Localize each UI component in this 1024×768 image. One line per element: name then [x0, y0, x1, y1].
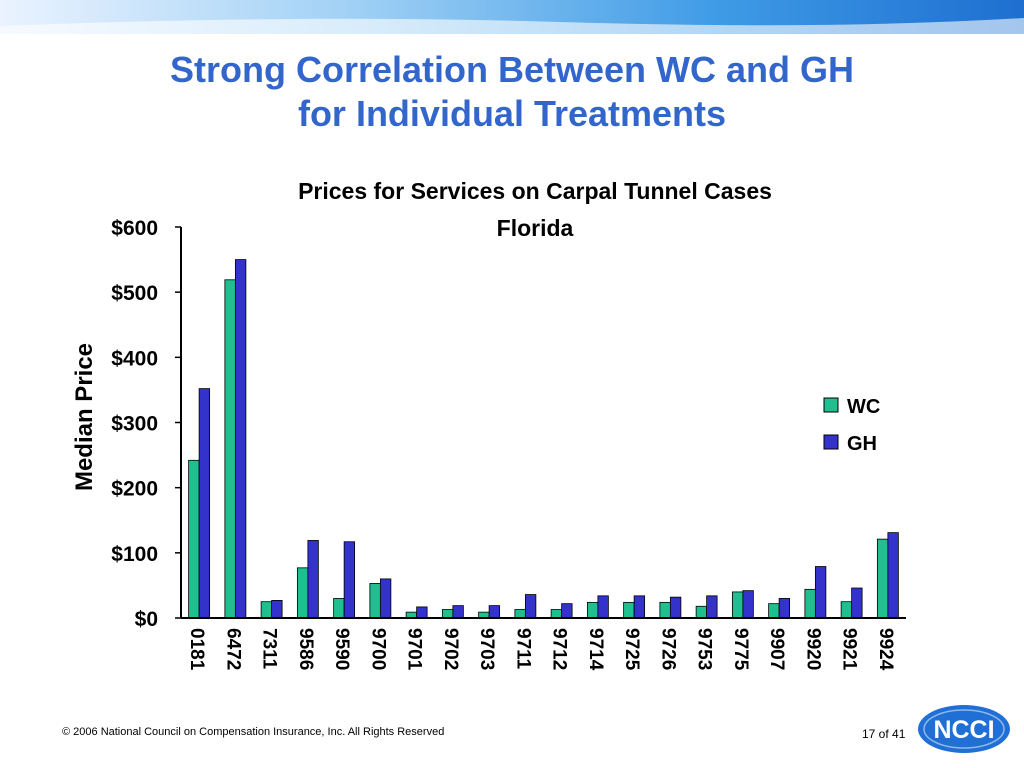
bar-gh-9712 [561, 603, 573, 619]
bar-gh-9753 [706, 595, 718, 619]
page-number: 17 of 41 [862, 727, 906, 741]
legend-swatch-gh [823, 434, 839, 450]
bar-gh-9700 [379, 578, 392, 619]
x-tick-label: 9711 [512, 628, 533, 670]
chart-title: Prices for Services on Carpal Tunnel Cas… [298, 178, 772, 204]
bar-gh-9702 [452, 605, 464, 619]
y-tick-label: $100 [111, 543, 158, 566]
bar-wc-9702 [441, 609, 454, 619]
slide-title-line-1: Strong Correlation Between WC and GH [169, 49, 855, 90]
bar-wc-9725 [623, 601, 635, 619]
y-tick-label: $600 [111, 217, 158, 240]
bar-wc-9726 [659, 601, 671, 619]
x-tick-label: 9924 [875, 628, 896, 671]
bar-gh-9775 [742, 590, 754, 619]
ncci-logo-text: NCCI [933, 716, 994, 744]
bar-gh-9726 [669, 596, 682, 619]
bar-wc-6472 [224, 279, 236, 619]
bar-wc-9924 [876, 538, 889, 619]
bar-wc-9712 [550, 609, 563, 619]
bar-gh-6472 [234, 259, 247, 619]
bar-wc-0181 [188, 459, 200, 619]
y-tick-label: $400 [111, 347, 158, 370]
bar-wc-9907 [768, 603, 780, 619]
x-tick-label: 9921 [839, 628, 860, 671]
bar-wc-9921 [840, 601, 853, 619]
bar-gh-9924 [887, 532, 899, 619]
x-tick-label: 9586 [295, 628, 316, 670]
bar-wc-9920 [804, 588, 816, 619]
bar-gh-9921 [851, 587, 863, 619]
x-tick-label: 9907 [766, 628, 787, 670]
bar-wc-9590 [333, 598, 345, 619]
legend-swatch-wc [823, 397, 839, 413]
x-tick-label: 9726 [657, 628, 678, 670]
bar-gh-9586 [307, 540, 319, 619]
chart-subtitle: Florida [497, 215, 574, 241]
x-tick-label: 9725 [621, 628, 642, 671]
y-tick-label: $500 [111, 282, 158, 305]
top-banner [0, 0, 1024, 34]
bar-gh-9703 [488, 605, 501, 619]
legend-label-gh: GH [847, 433, 877, 455]
bar-gh-9711 [524, 594, 537, 619]
x-tick-label: 9714 [585, 628, 606, 671]
x-tick-label: 9703 [476, 628, 497, 670]
footer-copyright: © 2006 National Council on Compensation … [62, 726, 445, 738]
bar-gh-9701 [416, 606, 428, 619]
bar-gh-9590 [343, 541, 356, 619]
x-tick-label: 6472 [222, 628, 243, 670]
x-tick-label: 7311 [259, 628, 280, 670]
bar-wc-9586 [296, 567, 309, 619]
y-axis: $0 $100 $200 $300 $400 $500 $600 [111, 217, 181, 631]
bar-gh-9920 [814, 566, 827, 619]
x-tick-label: 9775 [730, 628, 751, 671]
bar-gh-9907 [778, 598, 791, 619]
y-tick-label: $300 [111, 413, 158, 436]
ncci-logo: NCCI [918, 705, 1010, 753]
y-axis-label: Median Price [71, 343, 98, 491]
slide-title-line-2: for Individual Treatments [297, 93, 727, 134]
x-tick-label: 9920 [802, 628, 823, 670]
legend: WC GH [823, 396, 880, 455]
y-tick-label: $0 [135, 608, 158, 631]
bar-wc-9711 [514, 609, 526, 619]
bars [188, 259, 899, 619]
bar-gh-0181 [198, 388, 211, 619]
bar-wc-9753 [695, 605, 708, 619]
bar-wc-7311 [260, 601, 273, 619]
bar-gh-7311 [271, 600, 283, 619]
bar-gh-9725 [633, 595, 646, 619]
bar-wc-9714 [586, 601, 599, 619]
x-tick-label: 9702 [440, 628, 461, 670]
legend-label-wc: WC [847, 396, 880, 418]
x-tick-label: 9712 [549, 628, 570, 670]
x-axis: 0181 6472 7311 9586 9590 9700 9701 9702 9703 9711… [186, 628, 896, 671]
x-tick-label: 9753 [694, 628, 715, 670]
x-tick-label: 9700 [367, 628, 388, 670]
x-tick-label: 9590 [331, 628, 352, 670]
bar-gh-9714 [597, 595, 609, 619]
x-tick-label: 0181 [186, 628, 207, 671]
x-tick-label: 9701 [404, 628, 425, 671]
bar-wc-9700 [369, 583, 381, 619]
slide-title: Strong Correlation Between WC and GH for… [0, 48, 1024, 136]
y-tick-label: $200 [111, 478, 158, 501]
bar-wc-9775 [731, 591, 744, 619]
